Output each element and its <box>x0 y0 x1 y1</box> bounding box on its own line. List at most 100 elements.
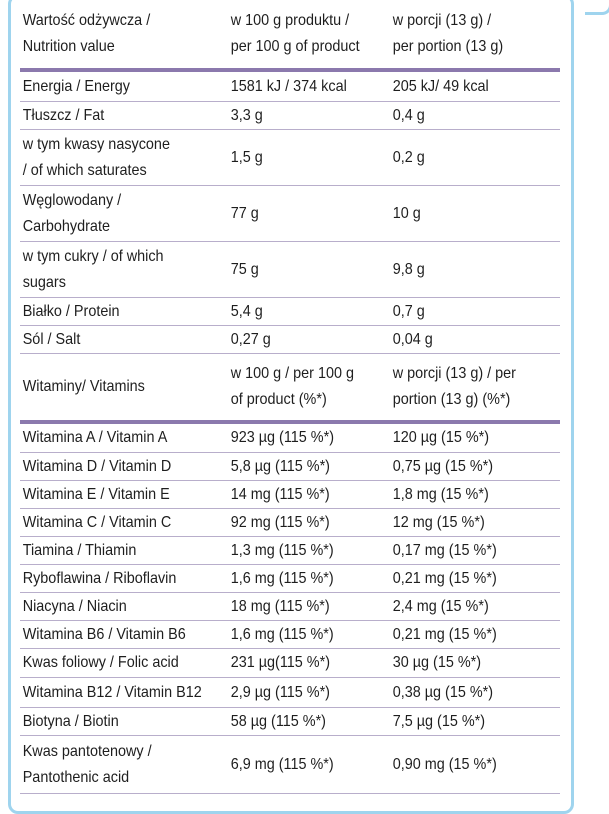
per-portion-cell: 9,8 g <box>390 242 543 297</box>
per-portion-cell-line: 0,7 g <box>392 302 425 320</box>
per-portion-cell-line: 10 g <box>392 204 421 222</box>
vitamins-header-row: Witaminy/ Vitamins w 100 g / per 100 g of … <box>20 354 560 424</box>
per-portion-cell-line: 205 kJ/ 49 kcal <box>392 77 489 95</box>
per-100g-cell-line: w 100 g / per 100 g <box>230 365 354 382</box>
name-cell-line: Witamina E / Vitamin E <box>22 485 170 503</box>
name-cell: Energia / Energy <box>20 72 207 101</box>
name-cell: Witamina B6 / Vitamin B6 <box>20 621 207 648</box>
per-portion-cell-line: w porcji (13 g) / per <box>392 365 516 382</box>
name-cell: Kwas pantotenowy / Pantothenic acid <box>20 736 207 793</box>
vitamin-row: Witamina B12 / Vitamin B12 2,9 µg (115 %*… <box>20 678 560 708</box>
per-portion-cell-line: 2,4 mg (15 %*) <box>392 597 489 615</box>
per-portion-cell: 0,21 mg (15 %*) <box>390 621 543 648</box>
vitamin-row: Tiamina / Thiamin 1,3 mg (115 %*) 0,17 mg … <box>20 537 560 565</box>
name-cell-line: Witamina B12 / Vitamin B12 <box>22 683 202 701</box>
name-cell-line: Węglowodany / <box>22 191 122 209</box>
vitamin-row: Witamina E / Vitamin E 14 mg (115 %*) 1,8 … <box>20 481 560 509</box>
per-100g-cell: 58 µg (115 %*) <box>228 708 374 735</box>
per-portion-cell-line: 0,4 g <box>392 106 425 124</box>
name-cell-line: Witamina C / Vitamin C <box>22 513 172 531</box>
per-portion-cell: 10 g <box>390 186 543 241</box>
per-portion-cell-line: 0,21 mg (15 %*) <box>392 569 497 587</box>
per-portion-cell-line: 1,8 mg (15 %*) <box>392 485 489 503</box>
per-100g-cell: 5,4 g <box>228 298 374 325</box>
per-100g-cell: 1,5 g <box>228 130 374 185</box>
per-portion-cell-line: w porcji (13 g) / <box>392 12 492 29</box>
corner-border <box>585 0 609 15</box>
name-cell-line: Nutrition value <box>22 38 115 55</box>
name-cell-line: Biotyna / Biotin <box>22 712 119 730</box>
name-cell: Witamina D / Vitamin D <box>20 453 207 480</box>
name-cell: Biotyna / Biotin <box>20 708 207 735</box>
name-cell-line: sugars <box>22 273 66 291</box>
per-portion-cell-line: 0,21 mg (15 %*) <box>392 625 497 643</box>
per-portion-cell: 120 µg (15 %*) <box>390 424 543 452</box>
per-portion-cell-line: 0,2 g <box>392 148 425 166</box>
per-100g-cell: 5,8 µg (115 %*) <box>228 453 374 480</box>
name-cell: Witamina C / Vitamin C <box>20 509 207 536</box>
name-cell: w tym kwasy nasycone / of which saturates <box>20 130 207 185</box>
name-cell-line: w tym cukry / of which <box>22 247 164 265</box>
nutrient-row: Białko / Protein 5,4 g 0,7 g <box>20 298 560 326</box>
per-100g-cell-line: 6,9 mg (115 %*) <box>230 755 334 773</box>
vitamin-row: Witamina A / Vitamin A 923 µg (115 %*) 120… <box>20 424 560 453</box>
name-cell-line: Wartość odżywcza / <box>22 12 151 29</box>
nutrient-row: Tłuszcz / Fat 3,3 g 0,4 g <box>20 102 560 130</box>
per-100g-cell-line: 0,27 g <box>230 330 271 348</box>
per-100g-cell-line: 77 g <box>230 204 259 222</box>
per-100g-cell: 77 g <box>228 186 374 241</box>
name-cell-line: Niacyna / Niacin <box>22 597 127 615</box>
name-cell: Sól / Salt <box>20 326 207 353</box>
per-portion-cell: 0,17 mg (15 %*) <box>390 537 543 564</box>
per-100g-cell-line: 1,6 mg (115 %*) <box>230 569 334 587</box>
name-cell-line: Białko / Protein <box>22 302 120 320</box>
name-cell-line: Ryboflawina / Riboflavin <box>22 569 177 587</box>
per-portion-cell: 205 kJ/ 49 kcal <box>390 72 543 101</box>
name-cell-line: Witamina B6 / Vitamin B6 <box>22 625 186 643</box>
nutrient-row: Sól / Salt 0,27 g 0,04 g <box>20 326 560 354</box>
per-100g-cell-line: 923 µg (115 %*) <box>230 429 334 446</box>
per-portion-cell: 0,04 g <box>390 326 543 353</box>
per-100g-cell-line: 2,9 µg (115 %*) <box>230 683 330 701</box>
name-cell: Tiamina / Thiamin <box>20 537 207 564</box>
name-cell-line: Tiamina / Thiamin <box>22 541 137 559</box>
per-portion-cell-line: portion (13 g) (%*) <box>392 391 511 408</box>
vitamin-row: Kwas foliowy / Folic acid 231 µg(115 %*) 3… <box>20 649 560 678</box>
per-100g-cell: 2,9 µg (115 %*) <box>228 678 374 707</box>
per-100g-cell-line: 14 mg (115 %*) <box>230 485 330 503</box>
name-cell-line: Kwas foliowy / Folic acid <box>22 654 179 671</box>
per-100g-cell: 0,27 g <box>228 326 374 353</box>
per-100g-cell: w 100 g produktu / per 100 g of product <box>228 0 374 68</box>
per-portion-cell-line: 9,8 g <box>392 260 425 278</box>
name-cell: Witamina A / Vitamin A <box>20 424 207 452</box>
per-100g-cell-line: 5,4 g <box>230 302 263 320</box>
per-100g-cell: 6,9 mg (115 %*) <box>228 736 374 793</box>
name-cell-line: Pantothenic acid <box>22 768 130 786</box>
per-100g-cell: 92 mg (115 %*) <box>228 509 374 536</box>
name-cell: Witamina E / Vitamin E <box>20 481 207 508</box>
nutrient-row: w tym cukry / of which sugars 75 g 9,8 g <box>20 242 560 298</box>
per-portion-cell: 30 µg (15 %*) <box>390 649 543 677</box>
name-cell: Kwas foliowy / Folic acid <box>20 649 207 677</box>
vitamin-row: Witamina B6 / Vitamin B6 1,6 mg (115 %*) 0… <box>20 621 560 649</box>
per-portion-cell-line: 30 µg (15 %*) <box>392 654 482 671</box>
name-cell-line: Witaminy/ Vitamins <box>22 378 145 395</box>
vitamin-row: Witamina C / Vitamin C 92 mg (115 %*) 12 m… <box>20 509 560 537</box>
vitamin-row: Niacyna / Niacin 18 mg (115 %*) 2,4 mg (15… <box>20 593 560 621</box>
per-portion-cell-line: 0,17 mg (15 %*) <box>392 541 497 559</box>
per-100g-cell: 923 µg (115 %*) <box>228 424 374 452</box>
name-cell-line: Witamina D / Vitamin D <box>22 457 172 475</box>
name-cell: Węglowodany / Carbohydrate <box>20 186 207 241</box>
per-portion-cell: 0,90 mg (15 %*) <box>390 736 543 793</box>
per-portion-cell-line: 0,75 µg (15 %*) <box>392 457 494 475</box>
vitamin-row: Ryboflawina / Riboflavin 1,6 mg (115 %*) 0… <box>20 565 560 593</box>
per-portion-cell: 0,2 g <box>390 130 543 185</box>
vitamin-row: Kwas pantotenowy / Pantothenic acid 6,9 mg… <box>20 736 560 794</box>
header-row: Wartość odżywcza / Nutrition value w 100 g… <box>20 0 560 72</box>
name-cell: Tłuszcz / Fat <box>20 102 207 129</box>
per-portion-cell-line: 0,90 mg (15 %*) <box>392 755 497 773</box>
per-100g-cell: 3,3 g <box>228 102 374 129</box>
per-100g-cell: 1581 kJ / 374 kcal <box>228 72 374 101</box>
per-portion-cell: 0,75 µg (15 %*) <box>390 453 543 480</box>
name-cell-line: / of which saturates <box>22 161 147 179</box>
